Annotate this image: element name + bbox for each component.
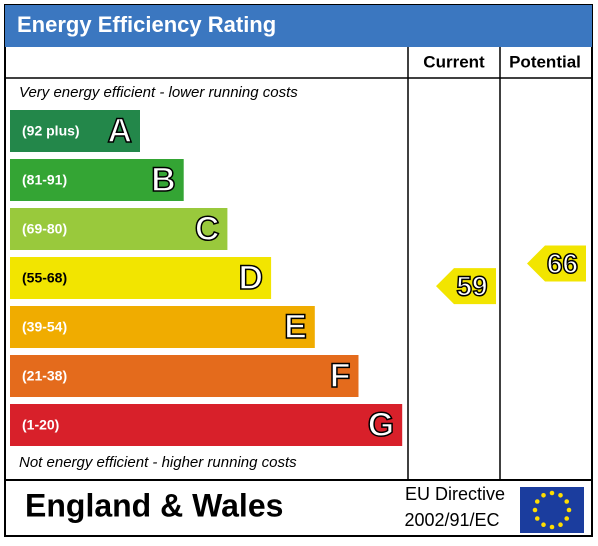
band-letter: F	[330, 357, 351, 395]
band-range: (92 plus)	[22, 123, 80, 139]
band-letter: A	[107, 112, 132, 150]
band	[10, 355, 359, 397]
band-range: (39-54)	[22, 319, 67, 335]
star	[558, 492, 563, 498]
band-letter: C	[195, 210, 220, 248]
rating-value: 59	[456, 270, 487, 301]
star	[558, 522, 563, 528]
band	[10, 404, 403, 446]
band	[10, 306, 315, 348]
star	[534, 516, 540, 521]
band-range: (81-91)	[22, 172, 67, 188]
eu-stars	[532, 490, 572, 530]
band	[10, 257, 272, 299]
title-bar	[5, 5, 592, 47]
band-range: (1-20)	[22, 417, 59, 433]
band	[10, 159, 184, 201]
star	[534, 499, 540, 504]
band-range: (55-68)	[22, 270, 67, 286]
band	[10, 110, 140, 152]
rating-value: 66	[547, 248, 578, 279]
bottom-note: Not energy efficient - higher running co…	[19, 454, 297, 471]
band	[10, 208, 228, 250]
star	[564, 516, 570, 521]
band-letter: D	[239, 259, 264, 297]
star	[564, 499, 570, 504]
star	[541, 522, 546, 528]
top-note: Very energy efficient - lower running co…	[19, 84, 298, 101]
star	[549, 490, 555, 496]
region: England & Wales	[25, 487, 283, 523]
star	[566, 507, 572, 513]
title: Energy Efficiency Rating	[17, 12, 276, 37]
column-header: Current	[423, 52, 485, 71]
rating-arrow	[436, 268, 496, 305]
directive: 2002/91/EC	[404, 510, 499, 530]
column-header: Potential	[509, 52, 581, 71]
directive: EU Directive	[405, 484, 505, 504]
band-letter: B	[151, 161, 176, 199]
band-letter: E	[284, 308, 307, 346]
band-range: (21-38)	[22, 368, 67, 384]
star	[541, 492, 546, 498]
band-range: (69-80)	[22, 221, 67, 237]
rating-arrow	[527, 245, 586, 282]
band-letter: G	[368, 406, 394, 444]
star	[549, 524, 555, 530]
star	[532, 507, 538, 513]
